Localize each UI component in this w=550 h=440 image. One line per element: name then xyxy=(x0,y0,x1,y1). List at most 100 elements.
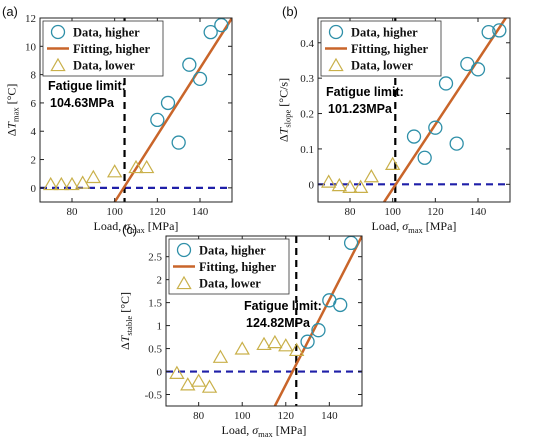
x-tick-label: 120 xyxy=(278,410,295,422)
fatigue-limit-title: Fatigue limit: xyxy=(48,79,126,93)
data-point-lower xyxy=(234,341,250,355)
y-tick-label: 0 xyxy=(157,367,163,379)
data-point-higher xyxy=(343,236,359,251)
fatigue-limit-value: 104.63MPa xyxy=(50,96,115,110)
legend-entry: Data, lower xyxy=(199,277,261,291)
y-tick-label: 4 xyxy=(31,126,37,138)
data-point-higher xyxy=(449,136,464,151)
legend-marker-circle xyxy=(176,242,192,258)
legend-marker-circle xyxy=(50,24,66,40)
fatigue-limit-title: Fatigue limit: xyxy=(244,299,322,313)
fatigue-limit-title: Fatigue limit: xyxy=(326,85,404,99)
y-tick-label: 2.5 xyxy=(148,252,162,264)
y-tick-label: 2 xyxy=(157,275,163,287)
data-point-lower xyxy=(256,336,272,351)
legend-entry: Data, higher xyxy=(73,26,140,40)
data-point-lower xyxy=(288,342,305,357)
data-point-lower xyxy=(128,159,144,174)
data-point-lower xyxy=(53,176,70,191)
data-point-higher xyxy=(182,57,197,72)
y-tick-label: 10 xyxy=(25,41,37,53)
data-point-higher xyxy=(470,62,486,77)
data-point-higher xyxy=(311,323,326,338)
data-point-lower xyxy=(331,177,348,192)
data-point-lower xyxy=(342,179,358,193)
y-tick-label: 2 xyxy=(31,155,37,167)
fitting-line xyxy=(113,18,232,202)
fatigue-limit-value: 101.23MPa xyxy=(328,102,393,116)
data-point-higher xyxy=(481,25,496,40)
y-axis-label: ΔTmax [°C] xyxy=(5,84,21,137)
fatigue-limit-value: 124.82MPa xyxy=(246,316,311,330)
chart-panel-b: (b) 80 100 120 140 0 0.1 0.2 0.3 0.4 Load, σmax [M… xyxy=(276,4,511,235)
data-point-lower xyxy=(201,379,218,393)
y-tick-label: -0.5 xyxy=(145,390,163,402)
data-point-lower xyxy=(363,169,380,183)
data-point-higher xyxy=(171,135,186,150)
legend: Data, higher Fitting, higher Data, lower xyxy=(168,238,290,295)
data-point-lower xyxy=(74,175,91,189)
legend-marker-triangle xyxy=(328,57,344,72)
fitting-line xyxy=(383,18,507,202)
y-tick-label: 1 xyxy=(157,321,163,333)
data-point-lower xyxy=(320,174,337,188)
plot-frame xyxy=(165,235,363,407)
legend-marker-triangle xyxy=(176,275,192,290)
data-point-higher xyxy=(192,71,208,87)
data-point-lower xyxy=(190,373,207,387)
data-point-lower xyxy=(267,334,283,349)
data-point-higher xyxy=(406,129,422,144)
x-tick-label: 120 xyxy=(427,206,444,218)
x-tick-label: 120 xyxy=(149,206,166,218)
data-point-lower xyxy=(278,338,294,352)
data-point-lower xyxy=(64,176,80,191)
legend-marker-circle xyxy=(328,24,344,40)
panel-label: (b) xyxy=(282,4,298,19)
x-tick-label: 140 xyxy=(321,410,338,422)
data-point-lower xyxy=(212,349,229,363)
data-point-higher xyxy=(160,95,176,111)
data-point-higher xyxy=(492,23,507,38)
legend-entry: Fitting, higher xyxy=(73,42,151,56)
data-point-lower xyxy=(180,377,196,391)
legend-entry: Fitting, higher xyxy=(199,260,277,274)
fitting-line xyxy=(273,236,362,406)
data-point-lower xyxy=(42,176,59,191)
data-point-lower xyxy=(384,156,401,170)
y-tick-label: 0.2 xyxy=(300,109,314,121)
y-tick-label: 8 xyxy=(31,70,37,82)
data-point-higher xyxy=(438,76,454,91)
data-point-lower xyxy=(85,169,102,184)
data-point-lower xyxy=(138,159,155,174)
data-point-higher xyxy=(417,150,432,165)
data-point-higher xyxy=(428,120,443,135)
x-tick-label: 100 xyxy=(384,206,401,218)
panel-label: (c) xyxy=(122,222,137,237)
x-axis-label: Load, σmax [MPa] xyxy=(372,219,457,235)
x-tick-label: 140 xyxy=(470,206,487,218)
legend-entry: Data, higher xyxy=(199,244,266,258)
data-point-higher xyxy=(300,334,315,349)
y-tick-label: 0.5 xyxy=(148,344,162,356)
x-tick-label: 80 xyxy=(193,410,205,422)
legend-entry: Fitting, higher xyxy=(351,42,429,56)
data-point-higher xyxy=(333,297,348,313)
y-tick-label: 0.1 xyxy=(300,144,314,156)
y-tick-label: 0.3 xyxy=(300,73,314,85)
x-tick-label: 100 xyxy=(106,206,123,218)
legend-entry: Data, lower xyxy=(351,59,413,73)
data-point-lower xyxy=(106,164,123,178)
legend-marker-triangle xyxy=(50,57,66,72)
y-tick-label: 0 xyxy=(309,179,315,191)
legend: Data, higher Fitting, higher Data, lower xyxy=(42,20,164,77)
legend-entry: Data, lower xyxy=(73,59,135,73)
legend: Data, higher Fitting, higher Data, lower xyxy=(320,20,442,77)
x-tick-label: 80 xyxy=(345,206,357,218)
x-tick-label: 80 xyxy=(67,206,79,218)
legend-entry: Data, higher xyxy=(351,26,418,40)
y-axis-label: ΔTstable [°C] xyxy=(118,292,134,350)
plot-frame xyxy=(39,17,233,203)
x-axis-label: Load, σmax [MPa] xyxy=(222,423,307,439)
data-point-higher xyxy=(214,18,229,33)
